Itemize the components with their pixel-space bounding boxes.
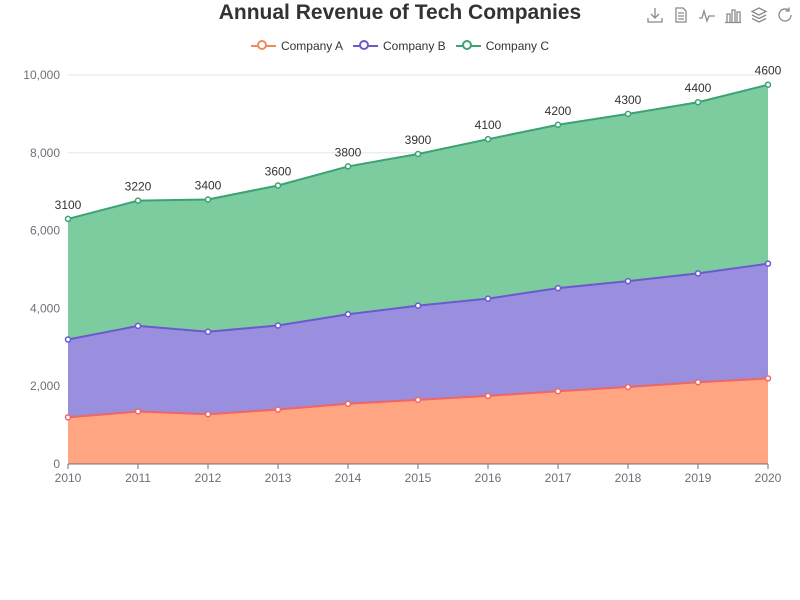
data-label: 4600 — [755, 64, 782, 78]
point-company-a — [694, 379, 702, 386]
restore-icon[interactable] — [776, 6, 794, 24]
point-company-c — [64, 215, 72, 223]
point-company-c — [344, 163, 352, 170]
x-tick-label: 2013 — [265, 471, 292, 485]
legend: Company A Company B Company C — [0, 37, 800, 55]
point-company-a — [64, 414, 72, 421]
data-label: 3800 — [335, 145, 362, 159]
point-company-c — [764, 81, 772, 88]
data-view-icon[interactable] — [672, 6, 690, 24]
point-company-a — [344, 400, 352, 407]
point-company-b — [554, 284, 562, 292]
data-label: 4300 — [615, 93, 642, 107]
point-company-c — [274, 182, 282, 189]
area-company-c — [68, 84, 768, 340]
line-chart-icon[interactable] — [698, 6, 716, 24]
y-tick-label: 4,000 — [30, 301, 60, 315]
point-company-a — [414, 396, 422, 404]
point-company-a — [764, 375, 772, 382]
point-company-c — [414, 150, 422, 158]
point-company-a — [624, 383, 632, 391]
point-company-b — [274, 322, 282, 329]
toolbox — [646, 6, 794, 24]
point-company-a — [274, 406, 282, 413]
x-tick-label: 2018 — [615, 471, 642, 485]
legend-swatch-icon — [455, 39, 481, 53]
download-icon[interactable] — [646, 6, 664, 24]
y-tick-label: 10,000 — [23, 68, 60, 82]
legend-label: Company A — [280, 39, 343, 53]
area-company-a — [68, 378, 768, 464]
x-tick-label: 2017 — [545, 471, 572, 485]
point-company-b — [764, 260, 772, 267]
x-tick-label: 2019 — [685, 471, 712, 485]
data-label: 3400 — [195, 178, 222, 192]
legend-swatch-icon — [352, 39, 378, 53]
y-tick-label: 0 — [53, 457, 60, 471]
point-company-a — [134, 408, 142, 415]
point-company-a — [554, 388, 562, 395]
point-company-b — [64, 336, 72, 343]
point-company-c — [694, 98, 702, 106]
y-tick-label: 6,000 — [30, 224, 60, 238]
point-company-c — [134, 197, 142, 204]
point-company-b — [204, 328, 212, 335]
point-company-a — [484, 392, 492, 400]
point-company-b — [484, 295, 492, 302]
data-label: 4100 — [475, 118, 502, 132]
chart-title: Annual Revenue of Tech Companies — [218, 1, 582, 24]
x-tick-label: 2010 — [55, 471, 82, 485]
legend-item-company-a[interactable]: Company A — [250, 39, 343, 53]
x-tick-label: 2020 — [755, 471, 782, 485]
x-tick-label: 2011 — [125, 471, 151, 485]
legend-item-company-b[interactable]: Company B — [352, 39, 446, 53]
legend-label: Company B — [382, 39, 446, 53]
point-company-a — [204, 410, 212, 418]
legend-item-company-c[interactable]: Company C — [455, 39, 550, 53]
legend-swatch-icon — [250, 39, 276, 53]
x-tick-label: 2015 — [405, 471, 432, 485]
data-label: 3600 — [265, 164, 292, 178]
y-tick-label: 2,000 — [30, 379, 60, 393]
legend-label: Company C — [485, 39, 550, 53]
point-company-b — [344, 310, 352, 318]
point-company-c — [624, 110, 632, 118]
x-tick-label: 2016 — [475, 471, 502, 485]
point-company-c — [484, 135, 492, 143]
data-label: 3100 — [55, 198, 82, 212]
stack-icon[interactable] — [750, 6, 768, 24]
x-tick-label: 2014 — [335, 471, 362, 485]
data-label: 3900 — [405, 133, 432, 147]
area-company-b — [68, 263, 768, 418]
bar-chart-icon[interactable] — [724, 6, 742, 24]
x-tick-label: 2012 — [195, 471, 222, 485]
point-company-b — [624, 277, 632, 285]
data-label: 4400 — [685, 81, 712, 95]
point-company-b — [134, 322, 142, 330]
point-company-c — [554, 121, 562, 129]
point-company-b — [414, 302, 422, 309]
point-company-b — [694, 270, 702, 277]
point-company-c — [204, 196, 212, 203]
data-label: 4200 — [545, 104, 572, 118]
y-tick-label: 8,000 — [30, 146, 60, 160]
data-label: 3220 — [125, 180, 152, 194]
